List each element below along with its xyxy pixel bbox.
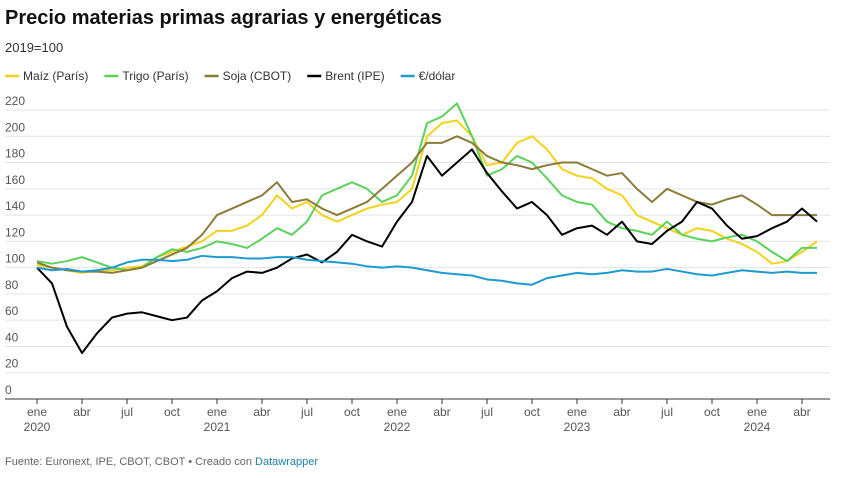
legend-label: Soja (CBOT) (223, 69, 292, 83)
lines (36, 102, 818, 355)
legend-label: Brent (IPE) (325, 69, 384, 83)
series-line (36, 119, 818, 274)
legend-label: Trigo (París) (122, 69, 188, 83)
legend: Maíz (París) Trigo (París) Soja (CBOT) Bren… (5, 69, 455, 83)
y-tick-label: 200 (5, 120, 25, 134)
y-tick-label: 120 (5, 225, 25, 239)
x-tick-label: ene 2024 (744, 405, 771, 434)
series-line (36, 102, 817, 272)
y-tick-label: 0 (5, 383, 12, 397)
x-tick-label: oct (164, 405, 181, 419)
grid: 0 20 40 60 80 100 120 140 160 180 200 220 ene 2020 abr… (5, 94, 830, 434)
x-tick-label: jul (300, 405, 313, 419)
y-tick-label: 40 (5, 330, 19, 344)
x-tick-label: oct (704, 405, 721, 419)
series-line (36, 254, 817, 286)
legend-label: Maíz (París) (23, 69, 88, 83)
x-tick-label: abr (613, 405, 630, 419)
x-tick-label: ene 2021 (204, 405, 231, 434)
y-tick-label: 60 (5, 304, 19, 318)
y-tick-label: 180 (5, 147, 25, 161)
x-tick-label: abr (73, 405, 90, 419)
x-tick-label: jul (660, 405, 673, 419)
x-tick-label: ene 2020 (24, 405, 51, 434)
x-tick-label: abr (793, 405, 810, 419)
y-tick-label: 100 (5, 252, 25, 266)
x-tick-label: ene 2022 (384, 405, 411, 434)
y-tick-label: 20 (5, 357, 19, 371)
y-tick-label: 80 (5, 278, 19, 292)
chart-title: Precio materias primas agrarias y energé… (5, 7, 442, 29)
y-tick-label: 140 (5, 199, 25, 213)
source-note: Fuente: Euronext, IPE, CBOT, CBOT • Crea… (5, 456, 318, 468)
series-line (36, 135, 817, 274)
source: Fuente: Euronext, IPE, CBOT, CBOT • Crea… (5, 456, 252, 468)
x-tick-label: oct (524, 405, 541, 419)
x-tick-label: abr (253, 405, 270, 419)
x-tick-label: jul (480, 405, 493, 419)
legend-label: €/dólar (419, 69, 456, 83)
x-tick-label: abr (433, 405, 450, 419)
chart-subtitle: 2019=100 (5, 40, 63, 55)
x-tick-label: oct (344, 405, 361, 419)
x-tick-label: ene 2023 (564, 405, 591, 434)
series-line (36, 148, 818, 355)
y-tick-label: 160 (5, 173, 25, 187)
x-tick-label: jul (120, 405, 133, 419)
y-tick-label: 220 (5, 94, 25, 108)
credit-link[interactable]: Datawrapper (255, 456, 318, 468)
